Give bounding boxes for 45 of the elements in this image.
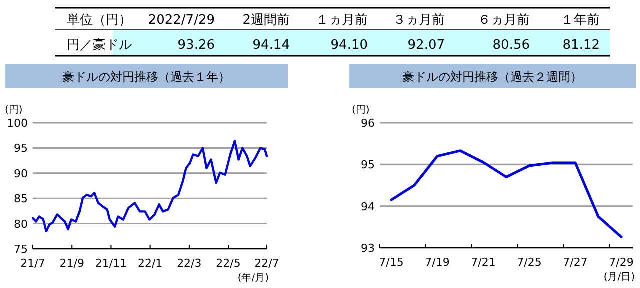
y-tick-label: 85 — [14, 192, 28, 206]
x-tick-label: 22/5 — [216, 257, 241, 270]
y-tick-label: 80 — [14, 218, 28, 231]
x-tick-label: 21/9 — [60, 257, 84, 270]
y-tick-label: 96 — [361, 117, 375, 130]
text: 94.14 — [252, 38, 290, 53]
x-axis-title: (年/月) — [238, 272, 270, 284]
y-tick-label: 90 — [14, 167, 28, 180]
y-axis-title: (円) — [352, 105, 370, 116]
text: 2週間前 — [242, 13, 290, 28]
x-tick-label: 7/15 — [379, 256, 404, 269]
x-tick-label: 7/19 — [425, 256, 450, 269]
text: 94.10 — [330, 38, 368, 53]
text: 81.12 — [562, 38, 600, 53]
chart-title: 豪ドルの対円推移（過去１年） — [62, 70, 230, 84]
x-axis-title: (月/日) — [604, 272, 636, 283]
x-tick-label: 7/27 — [563, 256, 588, 269]
text: １年前 — [561, 13, 600, 28]
y-tick-label: 100 — [7, 117, 28, 130]
y-tick-label: 93 — [361, 242, 375, 255]
x-tick-label: 21/11 — [95, 257, 128, 270]
line-series — [390, 150, 623, 238]
text: 円／豪ドル — [67, 38, 132, 53]
x-tick-label: 22/1 — [138, 257, 163, 270]
x-tick-label: 7/29 — [609, 256, 634, 269]
text: ３ヵ月前 — [393, 13, 445, 28]
text: 92.07 — [408, 38, 445, 53]
text: 単位（円） — [67, 13, 132, 28]
chart-title: 豪ドルの対円推移（過去２週間） — [402, 70, 582, 84]
text: ６ヵ月前 — [478, 13, 530, 28]
text: 80.56 — [492, 38, 530, 53]
x-tick-label: 22/7 — [254, 257, 280, 270]
text: 2022/7/29 — [148, 13, 215, 28]
y-tick-label: 75 — [14, 243, 28, 256]
x-tick-label: 22/3 — [177, 257, 202, 270]
y-axis-title: (円) — [5, 105, 23, 116]
x-tick-label: 21/7 — [20, 257, 46, 270]
line-series — [32, 140, 268, 232]
text: １ヵ月前 — [316, 13, 368, 28]
y-tick-label: 95 — [14, 142, 28, 156]
x-tick-label: 7/21 — [471, 256, 496, 269]
y-tick-label: 95 — [361, 158, 375, 172]
y-tick-label: 94 — [361, 200, 375, 214]
text: 93.26 — [178, 38, 215, 53]
x-tick-label: 7/25 — [517, 256, 542, 269]
